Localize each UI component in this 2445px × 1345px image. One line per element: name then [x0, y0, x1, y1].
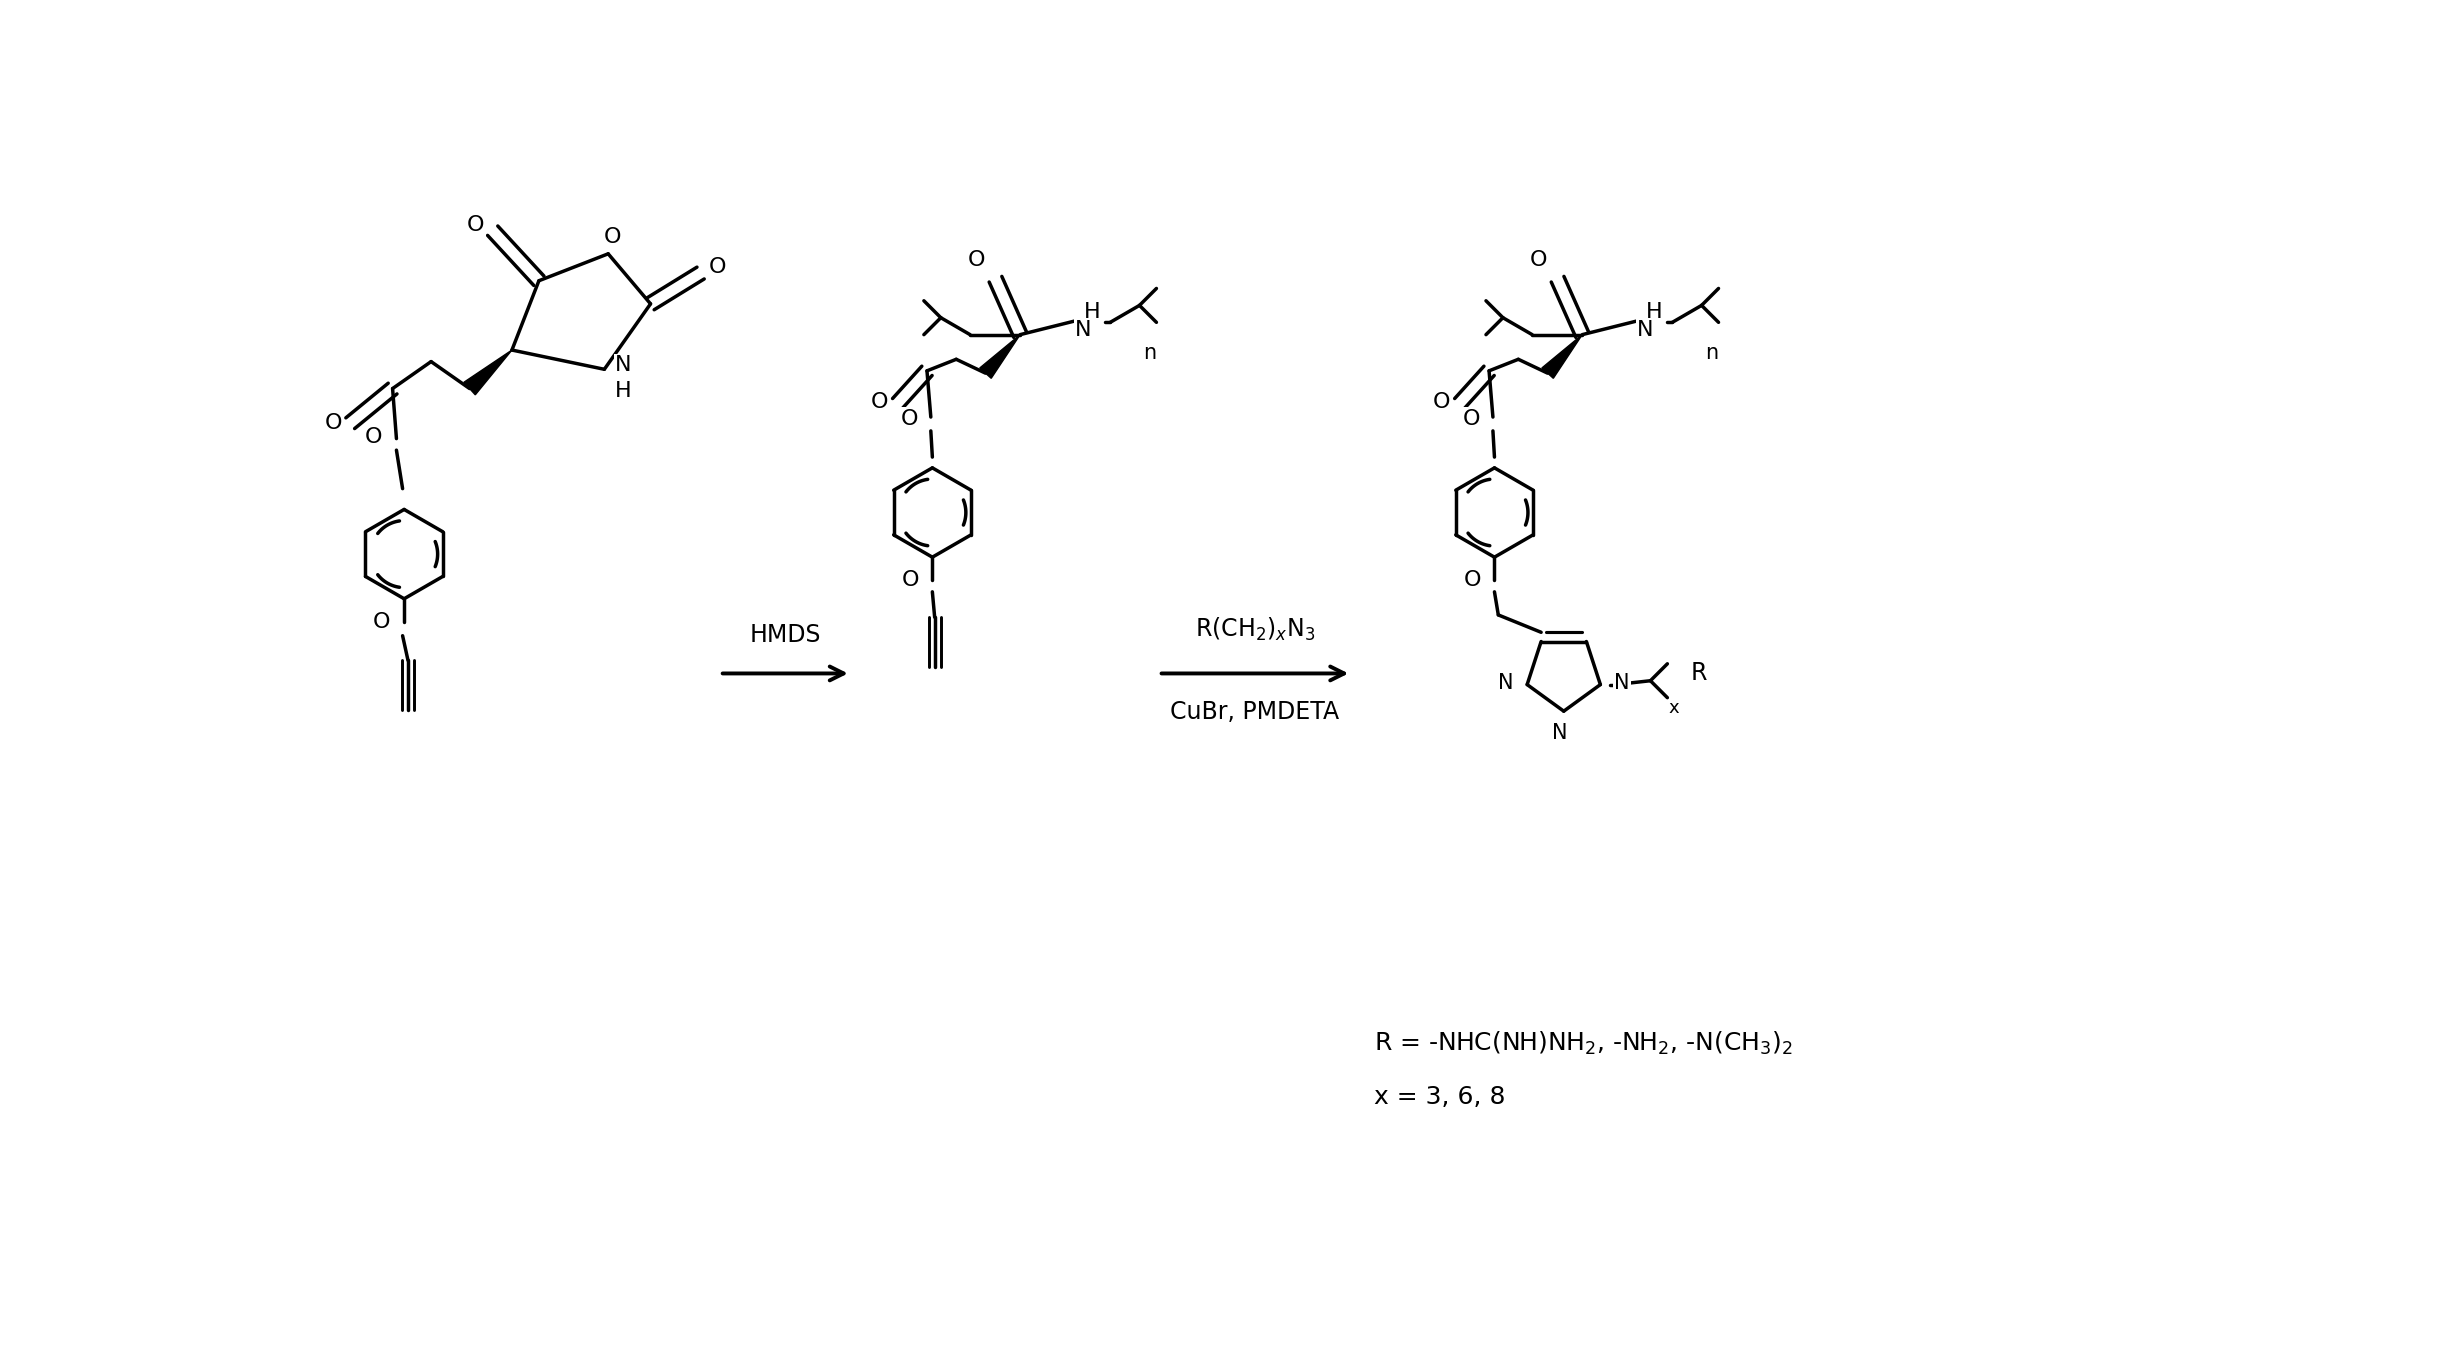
Text: x: x: [1667, 698, 1680, 717]
Text: x = 3, 6, 8: x = 3, 6, 8: [1374, 1085, 1506, 1108]
Text: O: O: [372, 612, 389, 632]
Text: H: H: [1645, 301, 1663, 321]
Text: O: O: [325, 413, 342, 433]
Text: O: O: [604, 227, 621, 247]
Polygon shape: [465, 350, 511, 395]
Text: O: O: [902, 570, 919, 590]
Text: R = -NHC(NH)NH$_2$, -NH$_2$, -N(CH$_3$)$_2$: R = -NHC(NH)NH$_2$, -NH$_2$, -N(CH$_3$)$…: [1374, 1029, 1792, 1057]
Text: N: N: [1553, 722, 1567, 742]
Text: H: H: [1083, 301, 1100, 321]
Text: O: O: [968, 250, 985, 270]
Text: O: O: [1433, 391, 1450, 412]
Text: R(CH$_2$)$_x$N$_3$: R(CH$_2$)$_x$N$_3$: [1196, 616, 1315, 643]
Text: O: O: [870, 391, 888, 412]
Text: N: N: [1638, 320, 1653, 340]
Text: O: O: [709, 257, 726, 277]
Text: N: N: [1614, 672, 1631, 693]
Text: O: O: [1531, 250, 1548, 270]
Text: O: O: [1465, 570, 1482, 590]
Text: HMDS: HMDS: [751, 623, 822, 647]
Text: CuBr, PMDETA: CuBr, PMDETA: [1171, 701, 1340, 725]
Polygon shape: [1543, 335, 1582, 378]
Text: N: N: [1499, 672, 1513, 693]
Text: O: O: [467, 215, 484, 234]
Text: O: O: [1462, 409, 1479, 429]
Text: O: O: [364, 428, 381, 447]
Text: N: N: [616, 355, 631, 375]
Polygon shape: [980, 335, 1020, 378]
Text: H: H: [616, 381, 631, 401]
Text: O: O: [900, 409, 917, 429]
Text: N: N: [1076, 320, 1090, 340]
Text: n: n: [1707, 343, 1719, 363]
Text: R: R: [1689, 660, 1707, 685]
Text: n: n: [1144, 343, 1156, 363]
